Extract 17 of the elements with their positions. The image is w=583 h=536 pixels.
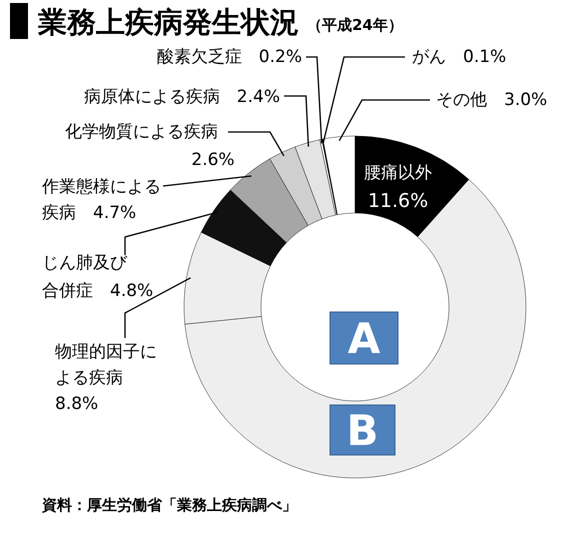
slice-label: 腰痛以外 [364, 163, 432, 183]
slice-label: 化学物質による疾病 [65, 122, 218, 142]
slice-label: じん肺及び合併症 4.8% [42, 253, 154, 301]
slice-label: B [346, 406, 379, 455]
slice-label: がん 0.1% [412, 47, 506, 67]
slice-label: 病原体による疾病 2.4% [84, 87, 280, 107]
slice-label: 作業態様による疾病 4.7% [41, 177, 161, 223]
slice-label: 物理的因子による疾病 [55, 342, 157, 388]
chart-subtitle: （平成24年） [307, 16, 403, 34]
text: A [348, 314, 381, 363]
data-label: 8.8% [55, 394, 98, 414]
slice-label: 酸素欠乏症 0.2% [156, 47, 302, 67]
chart-title: 業務上疾病発生状況 [37, 5, 299, 39]
data-label: 2.6% [191, 150, 235, 170]
slice-label: その他 3.0% [436, 90, 548, 110]
text: 資料：厚生労働省「業務上疾病調べ」 [41, 496, 297, 514]
data-label: 11.6% [368, 190, 428, 212]
